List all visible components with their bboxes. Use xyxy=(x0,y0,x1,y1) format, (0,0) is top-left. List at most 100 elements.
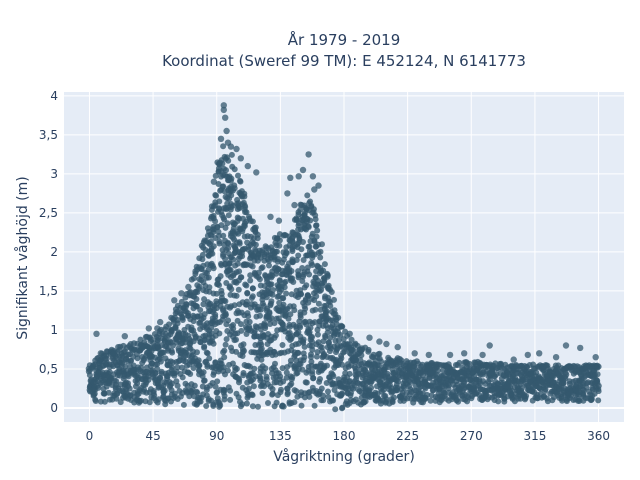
chart-title: År 1979 - 2019 xyxy=(288,30,401,49)
data-point xyxy=(396,356,403,362)
data-point xyxy=(174,382,181,389)
data-point xyxy=(200,301,207,308)
x-tick-label: 315 xyxy=(523,429,546,443)
data-point xyxy=(268,281,275,288)
data-point xyxy=(213,192,220,199)
data-point xyxy=(201,311,208,318)
data-point xyxy=(244,290,251,297)
data-point xyxy=(309,338,315,345)
data-point xyxy=(125,383,132,390)
y-tick-label: 4 xyxy=(50,89,58,103)
data-point xyxy=(331,387,338,393)
data-point xyxy=(220,251,227,258)
data-point xyxy=(227,266,234,273)
data-point xyxy=(378,358,384,365)
data-point xyxy=(234,214,241,221)
data-point xyxy=(123,389,129,396)
data-point xyxy=(337,332,344,338)
data-point xyxy=(321,261,328,268)
x-tick-label: 270 xyxy=(460,429,483,443)
y-tick-label: 1 xyxy=(50,323,58,337)
data-point xyxy=(212,218,219,225)
data-point xyxy=(297,324,304,331)
data-point xyxy=(222,256,229,262)
data-point xyxy=(498,361,505,368)
data-point xyxy=(523,393,530,399)
data-point xyxy=(251,365,258,372)
data-point xyxy=(196,362,203,369)
x-tick-label: 45 xyxy=(145,429,160,443)
data-point xyxy=(225,317,232,324)
data-point xyxy=(121,333,128,340)
data-point xyxy=(362,398,369,405)
data-point xyxy=(252,241,259,248)
data-point xyxy=(171,297,178,304)
data-point xyxy=(212,311,219,318)
data-point xyxy=(259,264,266,271)
data-point xyxy=(155,396,162,403)
data-point xyxy=(113,395,120,402)
data-point xyxy=(486,342,493,349)
data-point xyxy=(268,315,275,322)
data-point xyxy=(437,396,444,403)
data-point xyxy=(279,342,286,348)
data-point xyxy=(207,238,214,245)
data-point xyxy=(368,353,375,360)
x-axis-ticks: 0 45 90 135 180 225 270 315 360 xyxy=(86,429,610,443)
data-point xyxy=(358,352,365,359)
data-point xyxy=(217,402,224,409)
data-point xyxy=(324,362,330,369)
data-point xyxy=(313,353,320,360)
data-point xyxy=(269,291,276,298)
data-point xyxy=(463,393,470,400)
data-point xyxy=(179,374,186,381)
data-point xyxy=(510,356,517,363)
data-point xyxy=(325,340,332,346)
data-point xyxy=(105,389,112,396)
data-point xyxy=(275,256,282,263)
data-point xyxy=(244,162,251,170)
data-point xyxy=(391,394,397,401)
data-point xyxy=(168,328,175,335)
data-point xyxy=(258,356,265,363)
data-point xyxy=(310,375,317,382)
data-point xyxy=(265,400,271,406)
y-axis-title: Signifikant våghöjd (m) xyxy=(14,176,31,339)
data-point xyxy=(222,224,229,231)
data-point xyxy=(234,260,241,267)
data-point xyxy=(237,155,244,162)
data-point xyxy=(383,340,390,348)
data-point xyxy=(210,340,217,347)
data-point xyxy=(250,383,257,390)
data-point xyxy=(138,364,145,371)
data-point xyxy=(383,396,390,403)
data-point xyxy=(280,378,287,385)
data-point xyxy=(190,275,197,282)
data-point xyxy=(233,336,239,343)
data-point xyxy=(238,321,244,328)
data-point xyxy=(256,373,263,380)
data-point xyxy=(241,190,248,197)
data-point xyxy=(273,399,280,406)
data-point xyxy=(301,354,308,361)
data-point xyxy=(103,355,110,362)
data-point xyxy=(594,371,601,378)
data-point xyxy=(318,385,325,392)
data-point xyxy=(577,344,584,352)
data-point xyxy=(198,394,205,401)
data-point xyxy=(223,167,229,174)
data-point xyxy=(313,233,320,240)
data-point xyxy=(338,391,345,398)
data-point xyxy=(272,360,278,367)
data-point xyxy=(134,380,141,387)
data-point xyxy=(269,386,276,393)
data-point xyxy=(308,358,315,365)
data-point xyxy=(329,371,336,378)
data-point xyxy=(220,183,227,190)
data-point xyxy=(309,346,316,353)
data-point xyxy=(222,298,229,305)
y-tick-label: 0 xyxy=(50,401,58,415)
data-point xyxy=(246,318,253,325)
y-tick-label: 1,5 xyxy=(39,284,58,298)
data-point xyxy=(424,391,430,398)
